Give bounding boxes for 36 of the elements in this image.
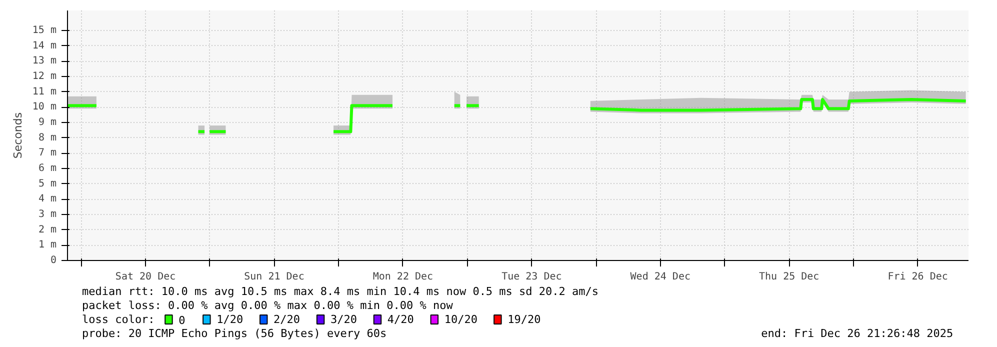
x-tick-label: Tue 23 Dec [502, 272, 562, 282]
x-tick-label: Wed 24 Dec [630, 272, 691, 282]
y-tick-label: 6 m [38, 162, 56, 174]
text: end: Fri Dec 26 21:26:48 2025 [761, 327, 954, 340]
y-tick-label: 15 m [32, 24, 57, 36]
text: probe: 20 ICMP Echo Pings (56 Bytes) every 60s [82, 327, 387, 340]
y-tick-label: 4 m [38, 194, 56, 205]
y-tick-label: 13 m [32, 56, 57, 67]
y-tick-label: 11 m [32, 86, 57, 98]
y-tick-label: 9 m [38, 116, 56, 128]
y-tick-label: 0 [50, 255, 57, 266]
legend-label: 10/20 [444, 313, 478, 326]
legend-title: loss color: [82, 313, 155, 326]
x-tick-label: Thu 25 Dec [759, 272, 820, 282]
x-tick-label: Mon 22 Dec [372, 272, 434, 282]
y-tick-label: 12 m [32, 70, 57, 82]
y-tick-label: 10 m [32, 102, 57, 113]
x-tick-label: Sat 20 Dec [115, 272, 176, 282]
y-tick-label: 7 m [38, 148, 56, 159]
y-axis-title: Seconds [11, 112, 24, 159]
y-tick-label: 1 m [38, 240, 56, 251]
legend-label: 4/20 [387, 313, 414, 326]
y-tick-label: 14 m [32, 40, 57, 52]
x-tick-label: Fri 26 Dec [888, 272, 948, 282]
legend-label: 1/20 [216, 313, 244, 326]
y-tick-label: 8 m [38, 132, 56, 144]
legend-label: 3/20 [330, 313, 357, 326]
legend-label: 0 [178, 314, 186, 327]
y-tick-label: 2 m [38, 224, 56, 236]
x-tick-label: Sun 21 Dec [244, 272, 304, 282]
text: packet loss: 0.00 % avg 0.00 % max 0.00 % min 0.00 % now [82, 299, 454, 312]
y-tick-label: 5 m [38, 178, 56, 190]
legend-label: 2/20 [274, 313, 300, 326]
y-tick-label: 3 m [38, 208, 56, 220]
legend-label: 19/20 [508, 313, 541, 326]
text: median rtt: 10.0 ms avg 10.5 ms max 8.4 ms min 10.4 ms now 0.5 ms sd 20.2 am/s [82, 285, 599, 298]
